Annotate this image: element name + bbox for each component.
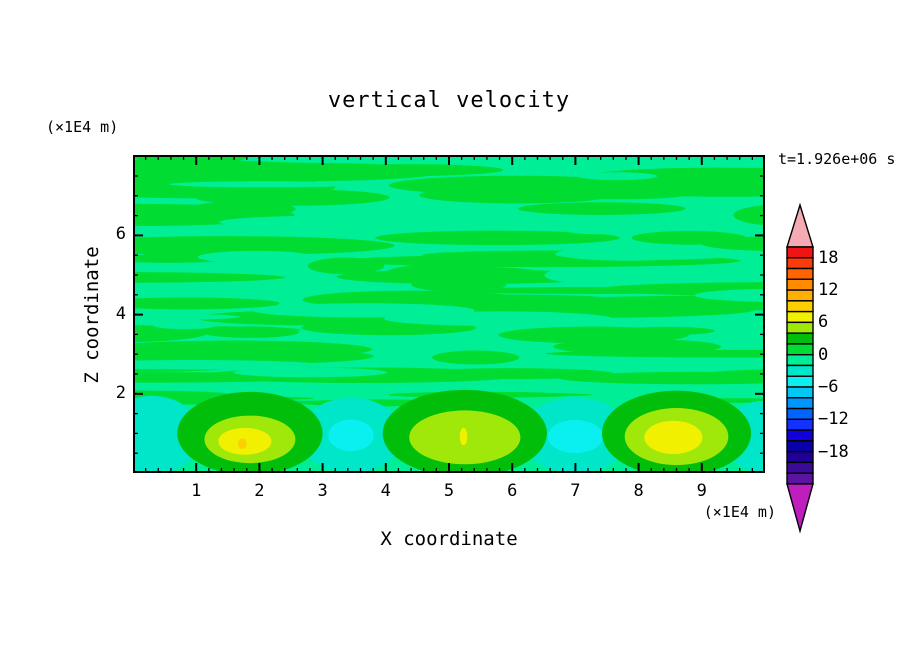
contour-field <box>133 155 765 473</box>
colorbar-tick-label: −18 <box>818 441 849 462</box>
x-tick-label: 2 <box>254 481 265 501</box>
x-tick-label: 1 <box>191 481 202 501</box>
x-tick-label: 9 <box>696 481 707 501</box>
x-tick-label: 6 <box>507 481 518 501</box>
y-tick-label: 2 <box>115 382 126 403</box>
time-annotation: t=1.926e+06 s <box>778 150 896 168</box>
y-tick-label: 4 <box>115 303 126 324</box>
colorbar-tick-label: 0 <box>818 344 829 365</box>
x-tick-label: 8 <box>633 481 644 501</box>
y-tick-label: 6 <box>115 224 126 245</box>
x-tick-label: 7 <box>570 481 581 501</box>
x-tick-label: 5 <box>443 481 455 501</box>
y-axis-units-label: (×1E4 m) <box>46 118 119 136</box>
x-axis-units-label: (×1E4 m) <box>703 503 776 521</box>
colorbar <box>786 202 814 534</box>
colorbar-tick-label: −6 <box>818 377 839 397</box>
plot-area <box>133 155 765 473</box>
page-title: vertical velocity <box>327 88 571 113</box>
colorbar-tick-label: 6 <box>818 312 829 333</box>
colorbar-tick-label: −12 <box>818 409 849 430</box>
x-axis-title: X coordinate <box>380 528 518 550</box>
colorbar-tick-label: 12 <box>818 280 839 301</box>
x-tick-label: 3 <box>317 481 328 501</box>
x-tick-label: 4 <box>380 481 391 501</box>
colorbar-tick-label: 18 <box>818 247 839 268</box>
